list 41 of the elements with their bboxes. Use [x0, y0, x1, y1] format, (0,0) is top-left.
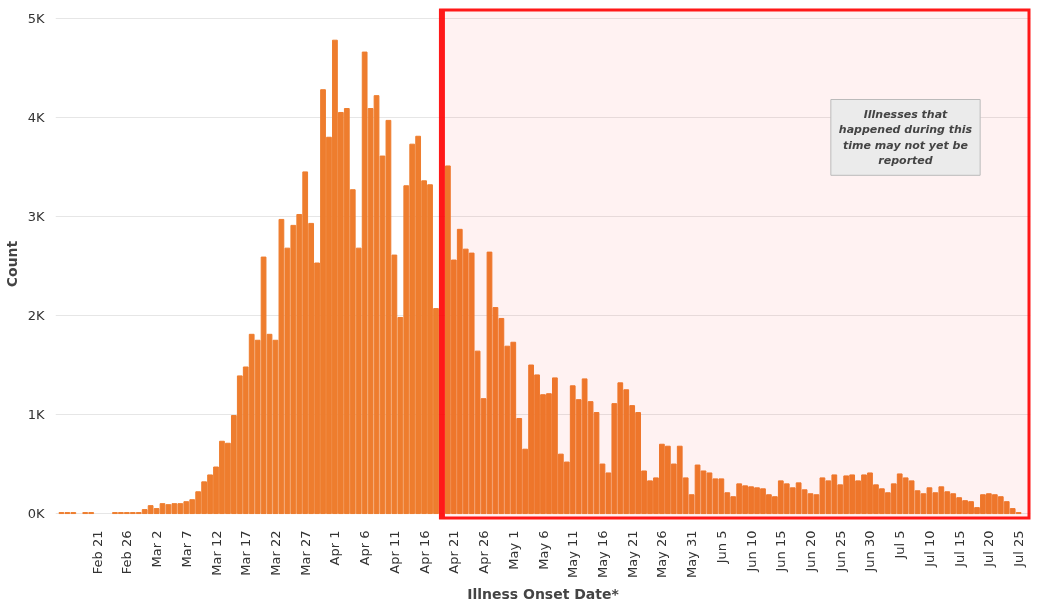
x-axis-title: Illness Onset Date* [467, 586, 620, 603]
x-tick-label: Mar 27 [297, 530, 313, 576]
y-tick-label: 2K [27, 308, 45, 323]
x-tick-label: Mar 22 [267, 530, 283, 576]
x-tick-label: Jul 5 [892, 530, 908, 560]
x-tick-label: Mar 17 [238, 530, 254, 576]
y-tick-label: 5K [27, 10, 45, 26]
x-tick-label: Jun 5 [713, 530, 729, 565]
x-tick-label: Jul 15 [951, 530, 967, 568]
x-tick-label: Jun 20 [803, 530, 819, 573]
y-tick-label: 3K [27, 208, 45, 224]
x-tick-label: May 21 [624, 530, 640, 579]
y-tick-label: 4K [27, 109, 45, 125]
x-tick-label: Apr 1 [327, 530, 343, 566]
x-tick-label: Apr 6 [357, 530, 373, 566]
x-tick-label: Mar 2 [149, 530, 165, 568]
x-tick-label: Apr 26 [476, 530, 492, 574]
x-tick-label: Jun 15 [773, 530, 789, 573]
x-tick-label: Apr 11 [386, 530, 402, 574]
x-tick-label: Feb 21 [89, 530, 105, 575]
x-tick-label: Mar 7 [178, 530, 194, 568]
x-tick-label: May 16 [594, 530, 610, 579]
x-tick-label: Jun 30 [862, 530, 878, 573]
x-tick-label: May 26 [654, 530, 670, 579]
y-tick-label: 0K [27, 506, 45, 522]
x-tick-label: May 11 [565, 530, 581, 579]
x-tick-label: Jul 10 [921, 530, 937, 568]
x-tick-label: May 31 [684, 530, 700, 579]
x-tick-label: Jul 25 [1011, 530, 1027, 568]
x-tick-label: Apr 21 [446, 530, 462, 574]
x-tick-label: May 1 [505, 530, 521, 570]
x-tick-label: Jun 10 [743, 530, 759, 573]
x-tick-label: Jul 20 [981, 530, 997, 568]
x-tick-label: Mar 12 [208, 530, 224, 576]
x-tick-label: Apr 16 [416, 530, 432, 574]
x-tick-label: Feb 26 [119, 530, 135, 575]
y-tick-label: 1K [27, 407, 45, 423]
annotation: Illnesses that happened during this time may not yet be reported [838, 107, 973, 168]
x-tick-label: Jun 25 [832, 530, 848, 573]
x-tick-label: May 6 [535, 530, 551, 570]
y-axis-title: Count [3, 240, 20, 288]
